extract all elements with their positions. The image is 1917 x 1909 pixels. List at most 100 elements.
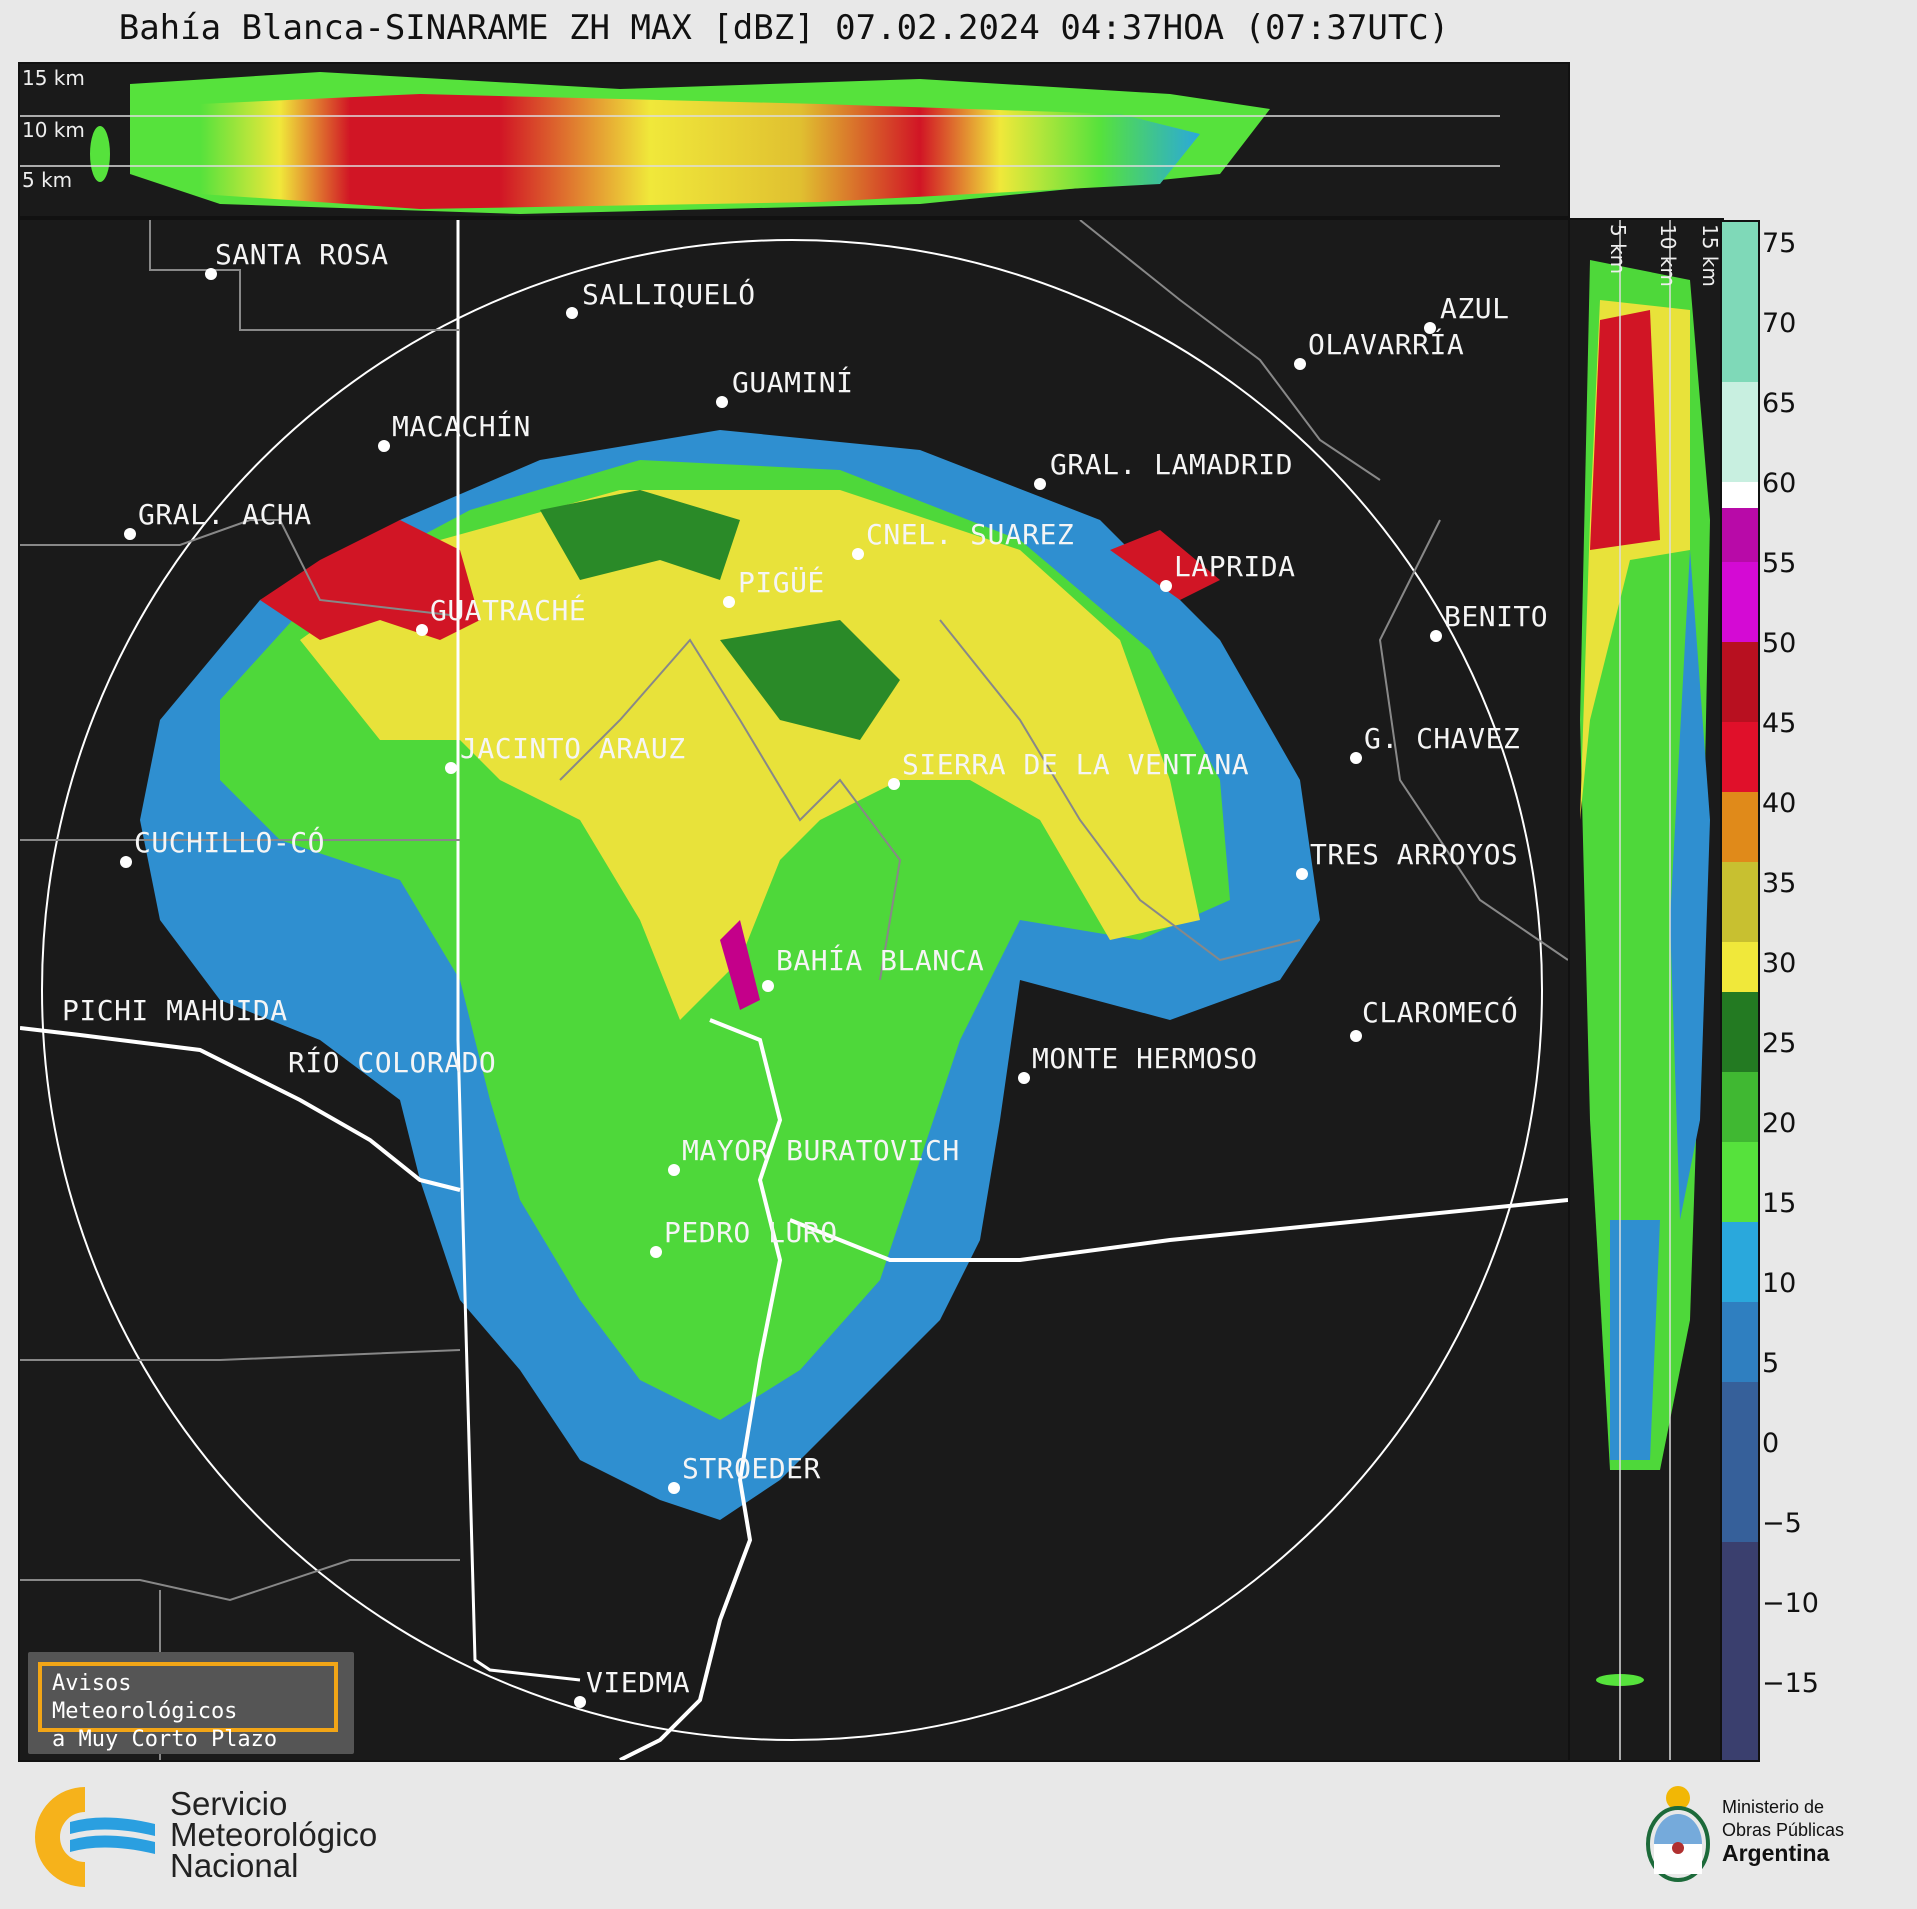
colorbar-tick-45: 45	[1762, 708, 1797, 739]
city-tres-arroyos: TRES ARROYOS	[1310, 838, 1519, 871]
city-olavarria: OLAVARRÍA	[1308, 328, 1465, 361]
avisos-frame: Avisos Meteorológicos a Muy Corto Plazo	[38, 1662, 338, 1752]
city-laprida: LAPRIDA	[1174, 550, 1296, 583]
smn-name: Servicio Meteorológico Nacional	[170, 1785, 378, 1884]
city-jacinto-arauz: JACINTO ARAUZ	[460, 732, 686, 765]
smn-line1: Servicio	[170, 1785, 288, 1822]
city-gral-acha: GRAL. ACHA	[138, 498, 312, 531]
city-dot	[668, 1482, 680, 1494]
colorbar-tick-75: 75	[1762, 228, 1797, 259]
colorbar-tick-20: 20	[1762, 1108, 1797, 1139]
colorbar-tick-15: 15	[1762, 1188, 1797, 1219]
colorbar-tick-35: 35	[1762, 868, 1797, 899]
city-dot	[445, 762, 457, 774]
colorbar-tick-minus5: −5	[1762, 1508, 1802, 1539]
colorbar-tick-40: 40	[1762, 788, 1797, 819]
city-dot	[716, 396, 728, 408]
city-guamini: GUAMINÍ	[732, 366, 854, 399]
city-gral-lamadrid: GRAL. LAMADRID	[1050, 448, 1294, 481]
colorbar-tick-minus10: −10	[1762, 1588, 1819, 1619]
argentina-seal-icon	[1646, 1786, 1710, 1882]
city-dot	[416, 624, 428, 636]
colorbar	[1720, 220, 1760, 1762]
smn-logo-icon	[34, 1787, 155, 1887]
city-dot	[574, 1696, 586, 1708]
colorbar-tick-70: 70	[1762, 308, 1797, 339]
city-dot	[124, 528, 136, 540]
city-bahia-blanca: BAHÍA BLANCA	[776, 944, 985, 977]
city-mayor-buratovich: MAYOR BURATOVICH	[682, 1134, 960, 1167]
colorbar-tick-25: 25	[1762, 1028, 1797, 1059]
city-cuchillo-co: CUCHILLO-CÓ	[134, 826, 325, 859]
colorbar-tick-55: 55	[1762, 548, 1797, 579]
city-salliquelo: SALLIQUELÓ	[582, 278, 756, 311]
side-level-15km: 15 km	[1698, 224, 1722, 287]
avisos-line1: Avisos Meteorológicos	[52, 1671, 238, 1724]
city-azul: AZUL	[1440, 292, 1510, 325]
city-stroeder: STROEDER	[682, 1452, 821, 1485]
top-level-5km: 5 km	[22, 168, 73, 192]
city-pedro-luro: PEDRO LURO	[664, 1216, 838, 1249]
avisos-box[interactable]: Avisos Meteorológicos a Muy Corto Plazo	[28, 1652, 354, 1754]
radar-map-panel: SANTA ROSA SALLIQUELÓ AZUL OLAVARRÍA GUA…	[18, 218, 1570, 1762]
city-dot	[888, 778, 900, 790]
ministerio-line3: Argentina	[1722, 1840, 1830, 1866]
top-level-10km: 10 km	[22, 118, 85, 142]
radar-site-dot	[762, 980, 774, 992]
city-dot	[723, 596, 735, 608]
page-title: Bahía Blanca-SINARAME ZH MAX [dBZ] 07.02…	[118, 8, 1450, 48]
city-macachin: MACACHÍN	[392, 410, 531, 443]
city-dot	[1350, 1030, 1362, 1042]
top-cross-section-panel: 15 km 10 km 5 km	[18, 62, 1570, 218]
city-benito: BENITO	[1444, 600, 1549, 633]
side-level-10km: 10 km	[1656, 224, 1680, 287]
colorbar-tick-50: 50	[1762, 628, 1797, 659]
city-dot	[1018, 1072, 1030, 1084]
city-dot	[205, 268, 217, 280]
city-dot	[1294, 358, 1306, 370]
side-level-5km: 5 km	[1606, 224, 1630, 275]
city-claromeco: CLAROMECÓ	[1362, 996, 1519, 1029]
top-cross-section-echo	[20, 72, 1500, 214]
smn-line2: Meteorológico	[170, 1816, 378, 1853]
city-dot	[1350, 752, 1362, 764]
colorbar-tick-65: 65	[1762, 388, 1797, 419]
side-cross-section-panel: 5 km 10 km 15 km	[1568, 218, 1724, 1762]
colorbar-tick-0: 0	[1762, 1428, 1780, 1459]
city-sierra-de-la-ventana: SIERRA DE LA VENTANA	[902, 748, 1250, 781]
city-dot	[1424, 322, 1436, 334]
city-santa-rosa: SANTA ROSA	[215, 238, 389, 271]
city-dot	[1430, 630, 1442, 642]
top-level-15km: 15 km	[22, 66, 85, 90]
city-g-chavez: G. CHAVEZ	[1364, 722, 1521, 755]
city-monte-hermoso: MONTE HERMOSO	[1032, 1042, 1258, 1075]
city-dot	[120, 856, 132, 868]
city-dot	[566, 307, 578, 319]
city-dot	[650, 1246, 662, 1258]
ministerio-name: Ministerio de Obras Públicas Argentina	[1722, 1796, 1844, 1867]
side-cross-section-echo	[1580, 220, 1710, 1760]
radar-echo-layer	[20, 220, 1568, 1760]
city-rio-colorado: RÍO COLORADO	[288, 1046, 497, 1079]
ministerio-line2: Obras Públicas	[1722, 1820, 1845, 1840]
colorbar-tick-minus15: −15	[1762, 1668, 1819, 1699]
city-dot	[668, 1164, 680, 1176]
city-pigue: PIGÜÉ	[738, 566, 825, 599]
colorbar-tick-10: 10	[1762, 1268, 1797, 1299]
colorbar-tick-30: 30	[1762, 948, 1797, 979]
city-dot	[1296, 868, 1308, 880]
city-dot	[378, 440, 390, 452]
avisos-line2: a Muy Corto Plazo	[52, 1727, 278, 1752]
city-pichi-mahuida: PICHI MAHUIDA	[62, 994, 288, 1027]
city-dot	[1034, 478, 1046, 490]
colorbar-tick-60: 60	[1762, 468, 1797, 499]
colorbar-tick-5: 5	[1762, 1348, 1780, 1379]
smn-line3: Nacional	[170, 1847, 299, 1884]
colorbar-swatches	[1722, 222, 1758, 1760]
city-guatrache: GUATRACHÉ	[430, 594, 587, 627]
city-dot	[1160, 580, 1172, 592]
city-cnel-suarez: CNEL. SUAREZ	[866, 518, 1075, 551]
city-viedma: VIEDMA	[586, 1666, 691, 1699]
city-dot	[852, 548, 864, 560]
ministerio-line1: Ministerio de	[1722, 1797, 1825, 1817]
